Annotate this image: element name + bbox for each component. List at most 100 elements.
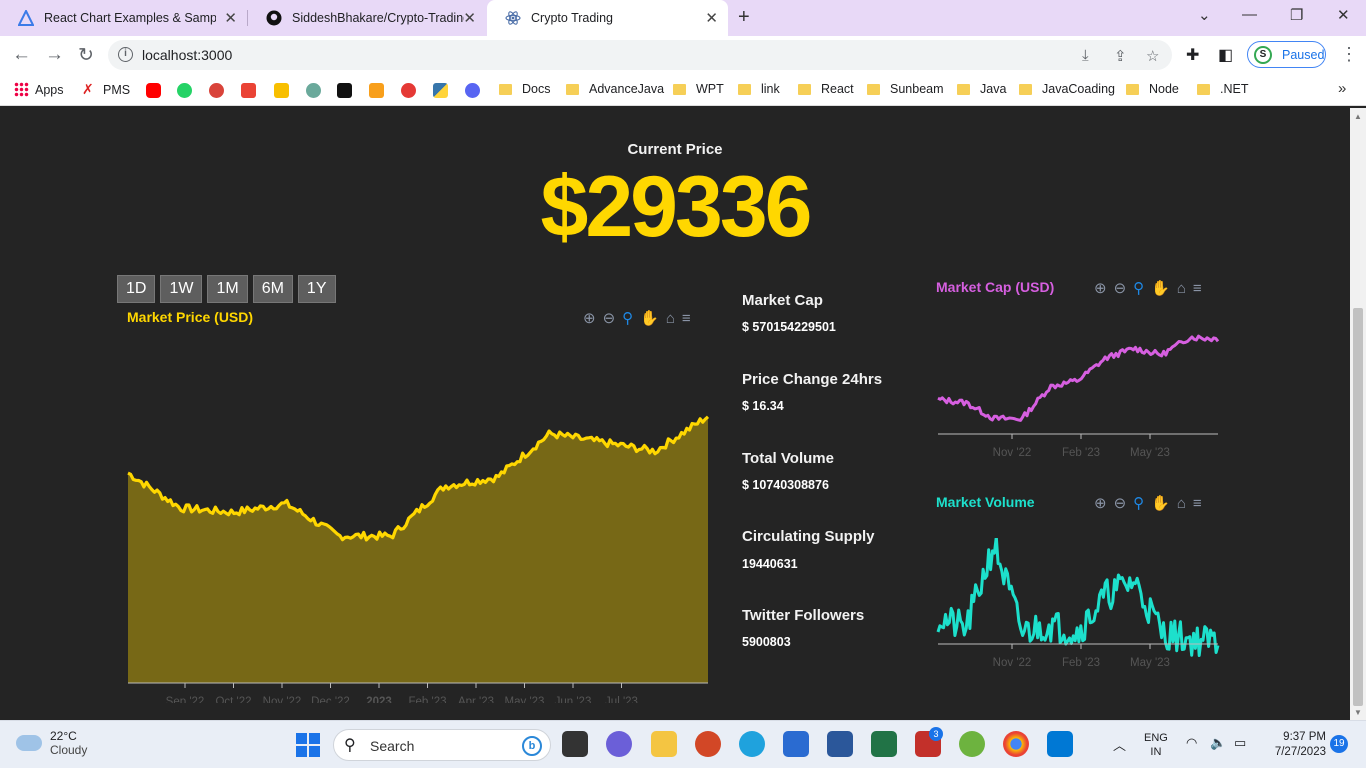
- notification-count[interactable]: 19: [1330, 735, 1348, 753]
- stat-circulating-supply-value: 19440631: [742, 557, 798, 571]
- pan-hand-icon[interactable]: ✋: [640, 310, 659, 327]
- minimize-button[interactable]: —: [1242, 6, 1257, 23]
- battery-icon[interactable]: ▭: [1234, 735, 1247, 750]
- tab-search-icon[interactable]: ⌄: [1198, 7, 1211, 24]
- wifi-icon[interactable]: ◠: [1186, 735, 1198, 750]
- bing-icon[interactable]: b: [522, 736, 542, 756]
- discord-icon[interactable]: [465, 83, 480, 98]
- scroll-up-icon[interactable]: ▲: [1354, 112, 1362, 121]
- close-window-button[interactable]: ✕: [1337, 7, 1350, 24]
- bookmark-folder[interactable]: link: [738, 82, 780, 96]
- windows-start-icon[interactable]: [296, 733, 320, 757]
- chart-menu-icon[interactable]: ≡: [681, 309, 691, 327]
- hackerrank-icon[interactable]: [337, 83, 352, 98]
- excel-icon[interactable]: [871, 731, 897, 757]
- tab-react-chart[interactable]: React Chart Examples & Samples ✕: [0, 0, 247, 36]
- edge-icon[interactable]: [739, 731, 765, 757]
- reset-home-icon[interactable]: ⌂: [1176, 279, 1186, 297]
- bookmark-folder[interactable]: JavaCoading: [1019, 82, 1115, 96]
- range-6m-button[interactable]: 6M: [252, 275, 293, 303]
- menu-icon[interactable]: ⋮: [1340, 44, 1358, 64]
- volume-chart[interactable]: Nov '22 Feb '23 May '23: [930, 538, 1230, 688]
- back-button[interactable]: ←: [12, 44, 31, 65]
- bookmark-icon[interactable]: [401, 83, 416, 98]
- whatsapp-icon[interactable]: [177, 83, 192, 98]
- install-icon[interactable]: ⤓: [1082, 47, 1089, 64]
- word-icon[interactable]: [827, 731, 853, 757]
- volume-icon[interactable]: 🔈: [1210, 735, 1227, 750]
- new-tab-button[interactable]: +: [738, 6, 750, 28]
- side-panel-icon[interactable]: ◧: [1218, 47, 1234, 64]
- bookmark-icon[interactable]: [209, 83, 224, 98]
- bookmark-folder[interactable]: AdvanceJava: [566, 82, 664, 96]
- extensions-icon[interactable]: ✚: [1186, 47, 1200, 64]
- close-icon[interactable]: ✕: [463, 10, 476, 27]
- reset-home-icon[interactable]: ⌂: [1176, 494, 1186, 512]
- store-icon[interactable]: [783, 731, 809, 757]
- share-icon[interactable]: ⇪: [1114, 48, 1127, 65]
- language-indicator[interactable]: ENG IN: [1144, 731, 1168, 759]
- leetcode-icon[interactable]: [369, 83, 384, 98]
- keep-icon[interactable]: [274, 83, 289, 98]
- clock[interactable]: 9:37 PM 7/27/2023: [1264, 730, 1326, 760]
- chrome-icon[interactable]: [1003, 731, 1029, 757]
- zoom-select-icon[interactable]: ⚲: [1133, 495, 1145, 512]
- task-view-icon[interactable]: [562, 731, 588, 757]
- scrollbar-thumb[interactable]: [1353, 308, 1363, 706]
- bookmark-folder[interactable]: Java: [957, 82, 1006, 96]
- tray-chevron-icon[interactable]: ︿: [1113, 738, 1127, 753]
- python-icon[interactable]: [433, 83, 448, 98]
- bookmark-star-icon[interactable]: ☆: [1146, 48, 1160, 65]
- bookmark-folder[interactable]: Sunbeam: [867, 82, 944, 96]
- zoom-out-icon[interactable]: ⊖: [602, 310, 616, 327]
- range-1m-button[interactable]: 1M: [207, 275, 248, 303]
- youtube-icon[interactable]: [146, 83, 161, 98]
- price-chart[interactable]: Sep '22 Oct '22 Nov '22 Dec '22 2023 Feb '23 A…: [120, 403, 720, 703]
- range-1w-button[interactable]: 1W: [160, 275, 203, 303]
- reload-button[interactable]: ↻: [78, 45, 94, 66]
- powerpoint-icon[interactable]: [695, 731, 721, 757]
- range-1y-button[interactable]: 1Y: [297, 275, 336, 303]
- forward-button[interactable]: →: [45, 44, 64, 65]
- bookmark-folder[interactable]: React: [798, 82, 854, 96]
- bookmark-folder[interactable]: Node: [1126, 82, 1179, 96]
- bookmark-folder[interactable]: .NET: [1197, 82, 1248, 96]
- pan-hand-icon[interactable]: ✋: [1151, 495, 1170, 512]
- bookmark-apps[interactable]: Apps: [14, 82, 64, 97]
- market-cap-chart[interactable]: Nov '22 Feb '23 May '23: [930, 328, 1230, 478]
- gmail-icon[interactable]: [241, 83, 256, 98]
- taskbar-search[interactable]: ⚲ Search b: [333, 729, 551, 761]
- zoom-select-icon[interactable]: ⚲: [1133, 280, 1145, 297]
- close-icon[interactable]: ✕: [705, 10, 718, 27]
- teams-chat-icon[interactable]: [606, 731, 632, 757]
- scroll-down-icon[interactable]: ▼: [1354, 708, 1362, 717]
- zoom-out-icon[interactable]: ⊖: [1113, 495, 1127, 512]
- profile-button[interactable]: S Paused: [1247, 41, 1326, 68]
- tab-crypto-trading[interactable]: Crypto Trading ✕: [487, 0, 728, 36]
- tab-github[interactable]: SiddeshBhakare/Crypto-Trading- ✕: [248, 0, 486, 36]
- restore-button[interactable]: ❐: [1290, 7, 1304, 24]
- weather-widget[interactable]: 22°C Cloudy: [16, 729, 87, 757]
- site-info-icon[interactable]: i: [118, 47, 133, 62]
- bookmark-folder[interactable]: WPT: [673, 82, 724, 96]
- page-scrollbar[interactable]: ▲ ▼: [1350, 108, 1366, 720]
- more-bookmarks-icon[interactable]: »: [1338, 80, 1347, 97]
- zoom-in-icon[interactable]: ⊕: [1094, 495, 1107, 512]
- chart-menu-icon[interactable]: ≡: [1192, 494, 1202, 512]
- reset-home-icon[interactable]: ⌂: [665, 309, 675, 327]
- zoom-in-icon[interactable]: ⊕: [583, 310, 596, 327]
- address-bar[interactable]: i localhost:3000 ⤓ ⇪ ☆: [108, 40, 1172, 70]
- chatgpt-icon[interactable]: [306, 83, 321, 98]
- bookmark-pms[interactable]: ✗ PMS: [82, 82, 130, 97]
- bookmark-folder[interactable]: Docs: [499, 82, 550, 96]
- file-explorer-icon[interactable]: [651, 731, 677, 757]
- range-1d-button[interactable]: 1D: [117, 275, 156, 303]
- close-icon[interactable]: ✕: [224, 10, 237, 27]
- vscode-icon[interactable]: [1047, 731, 1073, 757]
- zoom-out-icon[interactable]: ⊖: [1113, 280, 1127, 297]
- pan-hand-icon[interactable]: ✋: [1151, 280, 1170, 297]
- zoom-select-icon[interactable]: ⚲: [622, 310, 634, 327]
- zoom-in-icon[interactable]: ⊕: [1094, 280, 1107, 297]
- spring-icon[interactable]: [959, 731, 985, 757]
- chart-menu-icon[interactable]: ≡: [1192, 279, 1202, 297]
